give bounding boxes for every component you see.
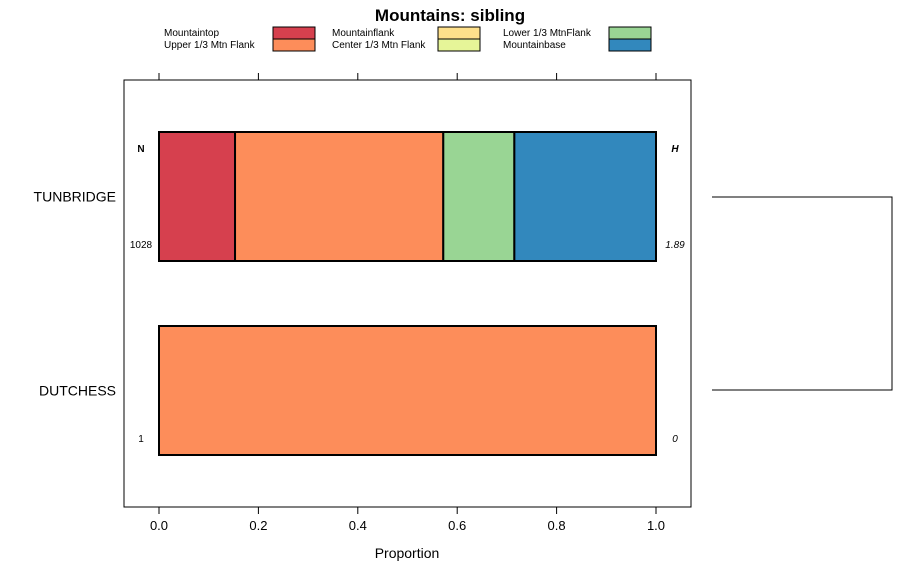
n-value-tunbridge: 1028 (130, 240, 153, 251)
n-header: N (137, 144, 144, 155)
n-value-dutchess: 1 (138, 434, 144, 445)
legend-label-upper-1-3-mtn-flank: Upper 1/3 Mtn Flank (164, 40, 256, 51)
category-label-dutchess: DUTCHESS (39, 383, 116, 399)
legend-label-lower-1-3-mtnflank: Lower 1/3 MtnFlank (503, 28, 592, 39)
x-tick-label-0: 0.0 (150, 518, 168, 533)
x-axis-label: Proportion (375, 545, 440, 561)
legend-swatch-center-1-3-mtn-flank (437, 38, 481, 52)
x-tick-label-2: 0.4 (349, 518, 367, 533)
bar-segment-tunbridge-mountainbase (513, 131, 657, 262)
x-tick-label-3: 0.6 (448, 518, 466, 533)
plot-frame (123, 79, 692, 508)
h-value-tunbridge: 1.89 (665, 240, 685, 251)
legend-swatch-mountaintop (272, 26, 316, 40)
category-label-tunbridge: TUNBRIDGE (34, 189, 116, 205)
bar-segment-tunbridge-upper-1-3-mtn-flank (234, 131, 445, 262)
x-axis: 0.0 0.2 0.4 0.6 0.8 1.0 (150, 73, 665, 533)
legend-label-mountaintop: Mountaintop (164, 28, 219, 39)
legend-swatch-mountainflank (437, 26, 481, 40)
x-tick-label-4: 0.8 (548, 518, 566, 533)
chart-title: Mountains: sibling (375, 6, 525, 25)
dendrogram (712, 196, 893, 391)
bars (158, 131, 657, 456)
legend-swatch-mountainbase (608, 38, 652, 52)
legend-label-mountainflank: Mountainflank (332, 28, 395, 39)
bar-annotations: 1028 1.89 1 0 N H (130, 144, 685, 445)
legend-swatch-upper-1-3-mtn-flank (272, 38, 316, 52)
x-tick-label-1: 0.2 (249, 518, 267, 533)
legend-label-center-1-3-mtn-flank: Center 1/3 Mtn Flank (332, 40, 426, 51)
h-header: H (671, 144, 679, 155)
legend-swatch-lower-1-3-mtnflank (608, 26, 652, 40)
bar-segment-dutchess-upper-1-3-mtn-flank (158, 325, 657, 456)
legend-label-mountainbase: Mountainbase (503, 40, 566, 51)
category-labels: TUNBRIDGE DUTCHESS (34, 189, 116, 399)
bar-segment-tunbridge-lower-1-3-mtnflank (442, 131, 516, 262)
bar-segment-tunbridge-mountaintop (158, 131, 237, 262)
h-value-dutchess: 0 (672, 434, 678, 445)
x-tick-label-5: 1.0 (647, 518, 665, 533)
